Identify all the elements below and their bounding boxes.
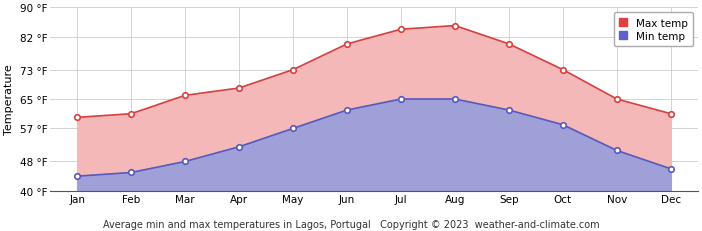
Text: Average min and max temperatures in Lagos, Portugal   Copyright © 2023  weather-: Average min and max temperatures in Lago… xyxy=(102,219,600,229)
Y-axis label: Temperature: Temperature xyxy=(4,64,14,135)
Legend: Max temp, Min temp: Max temp, Min temp xyxy=(614,13,693,47)
